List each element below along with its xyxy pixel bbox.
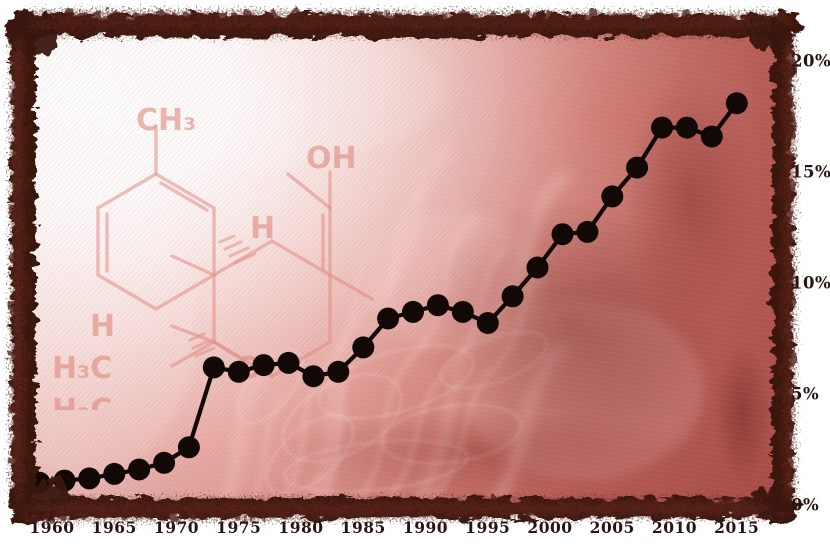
- data-point: [501, 285, 524, 308]
- data-point: [700, 125, 723, 148]
- data-point: [551, 223, 574, 246]
- data-point: [451, 300, 474, 323]
- y-tick-label: 20%: [791, 51, 830, 71]
- data-point: [576, 220, 599, 243]
- data-point: [651, 116, 673, 139]
- x-tick-label: 2010: [651, 518, 698, 537]
- x-tick-label: 1970: [153, 518, 200, 537]
- series-markers: [28, 92, 748, 494]
- data-point: [227, 360, 250, 383]
- data-point: [377, 307, 400, 330]
- data-point: [402, 300, 424, 323]
- label-h3c-lower: H₃C: [52, 393, 112, 410]
- data-point: [426, 294, 449, 317]
- x-tick-label: 1990: [402, 518, 449, 537]
- data-point: [78, 467, 101, 490]
- grain-texture: [24, 30, 780, 508]
- label-ch3: CH₃: [136, 103, 196, 138]
- x-tick-label: 2000: [527, 518, 573, 537]
- data-point: [177, 436, 200, 459]
- data-point: [352, 336, 375, 359]
- thc-molecule-watermark: CH₃ OH H H H₃C H₃C O: [52, 103, 374, 410]
- x-tick-label: 2015: [714, 518, 760, 537]
- data-point: [725, 92, 748, 115]
- data-point: [153, 451, 176, 474]
- data-point: [476, 312, 499, 334]
- label-h-left: H: [90, 309, 115, 344]
- x-tick-label: 1965: [91, 518, 137, 537]
- data-point: [277, 351, 300, 374]
- x-tick-label: 1985: [340, 518, 386, 537]
- data-point: [252, 354, 275, 377]
- data-point: [202, 356, 225, 379]
- data-point: [327, 360, 350, 383]
- data-point: [28, 471, 51, 494]
- x-tick-label: 1960: [29, 518, 75, 537]
- x-tick-label: 1975: [216, 518, 262, 537]
- data-point: [302, 365, 325, 388]
- x-tick-label: 1980: [278, 518, 324, 537]
- data-point: [53, 469, 76, 492]
- label-h3c-upper: H₃C: [52, 351, 112, 386]
- label-oh: OH: [306, 141, 357, 176]
- data-point: [526, 256, 549, 279]
- x-tick-label: 2005: [589, 518, 635, 537]
- data-point: [128, 458, 151, 481]
- data-point: [601, 185, 624, 208]
- y-tick-label: 0%: [791, 495, 820, 515]
- y-tick-label: 15%: [791, 162, 830, 182]
- label-h-center: H: [250, 211, 275, 246]
- data-point: [675, 116, 698, 139]
- x-tick-label: 1995: [465, 518, 511, 537]
- plot-area: CH₃ OH H H H₃C H₃C O: [24, 30, 780, 508]
- mottled-texture: [24, 30, 780, 508]
- data-point: [103, 462, 126, 485]
- y-tick-label: 5%: [791, 384, 820, 404]
- y-tick-label: 10%: [791, 273, 830, 293]
- data-point: [626, 156, 649, 179]
